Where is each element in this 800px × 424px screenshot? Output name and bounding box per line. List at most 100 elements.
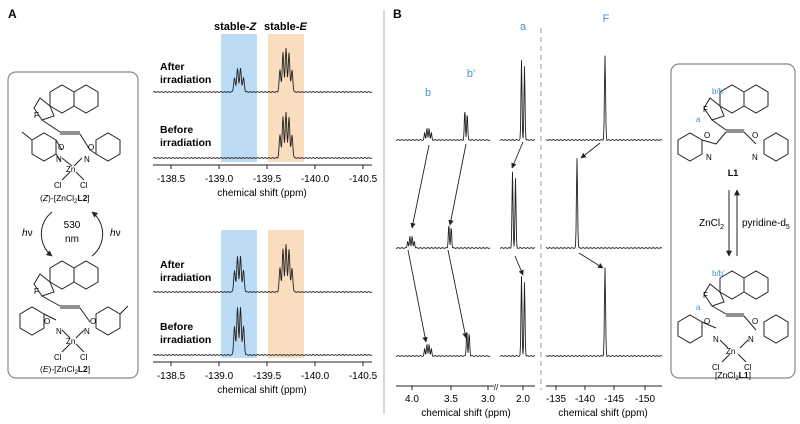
zn-atom-o-right: O — [752, 317, 758, 326]
spectrum-b-right-row-2 — [545, 267, 663, 357]
b-axis-label-left: chemical shift (ppm) — [421, 408, 510, 419]
l1-atom-n-left: N — [706, 153, 712, 162]
b-tick-left-0: 4.0 — [405, 394, 419, 405]
label-after-bottom-1: After — [160, 259, 185, 271]
atom-n-bottom-left: N — [56, 327, 62, 336]
atom-cl-bottom-right: Cl — [80, 353, 88, 362]
b-tick-left-3: 2.0 — [516, 394, 530, 405]
band-stable-e-top — [268, 34, 304, 162]
zncl2-l1-caption: [ZnCl2L1] — [715, 370, 751, 382]
l1-atom-o-left: O — [704, 131, 710, 140]
band-label-stable-e: stable-E — [264, 21, 307, 33]
equilibrium-arrows — [726, 189, 740, 257]
atom-o-bottom-right: O — [90, 317, 96, 326]
zn-atom-f: F — [703, 291, 708, 300]
panel-a-bottom-axis — [153, 361, 372, 366]
a-top-tick-0: -138.5 — [157, 174, 186, 185]
panel-a-label: A — [8, 7, 17, 21]
band-stable-z-bottom — [221, 230, 257, 358]
b-tick-left-1: 3.5 — [444, 394, 458, 405]
a-bottom-tick-4: -140.5 — [349, 371, 378, 382]
spectrum-a-after-bottom — [152, 244, 373, 293]
label-before-top-2: irradiation — [160, 137, 211, 149]
z-complex-structure — [21, 84, 121, 181]
zn-atom-n-left: N — [713, 335, 719, 344]
label-after-top-1: After — [160, 61, 185, 73]
atom-o-top-left: O — [58, 143, 64, 152]
band-label-stable-z: stable-Z — [214, 21, 257, 33]
a-top-tick-1: -139.0 — [205, 174, 234, 185]
zn-label-a: a — [696, 303, 701, 312]
peak-label-bprime: b′ — [467, 68, 475, 80]
wavelength-value: 530 — [64, 220, 81, 231]
a-bottom-tick-0: -138.5 — [157, 371, 186, 382]
panel-a-spectra — [152, 48, 373, 356]
label-before-bottom-2: irradiation — [160, 334, 211, 346]
panel-b-label: B — [393, 7, 402, 21]
label-before-bottom-1: Before — [160, 321, 193, 333]
l1-caption: L1 — [728, 168, 739, 178]
l1-label-a: a — [696, 115, 701, 124]
panel-b-axis — [396, 385, 662, 390]
atom-cl-bottom-left: Cl — [54, 353, 62, 362]
atom-f-bottom: F — [34, 287, 39, 296]
z-complex-caption: (Z)-[ZnCl2L2] — [40, 193, 90, 205]
spectrum-b-left-row-2 — [395, 332, 491, 357]
spectrum-b-left-row-1 — [395, 225, 491, 249]
label-after-bottom-2: irradiation — [160, 272, 211, 284]
a-bottom-axis-label: chemical shift (ppm) — [217, 385, 306, 396]
photoswitch-arrows — [40, 211, 104, 257]
spectrum-b-right-row-0 — [545, 55, 663, 141]
spectrum-a-before-top — [152, 112, 373, 159]
peak-label-a: a — [520, 21, 527, 33]
atom-n-top-left: N — [56, 155, 62, 164]
l1-atom-f: F — [703, 105, 708, 114]
l1-atom-n-right: N — [752, 153, 758, 162]
panel-b-spectra — [395, 55, 663, 357]
zncl2-l1-structure — [677, 270, 789, 363]
peak-label-f: F — [603, 13, 610, 25]
atom-o-top-right: O — [88, 143, 94, 152]
reagent-zncl2: ZnCl2 — [699, 218, 724, 231]
atom-cl-top-right: Cl — [80, 181, 88, 190]
wavelength-unit: nm — [65, 234, 79, 245]
a-top-tick-3: -140.0 — [301, 174, 330, 185]
a-bottom-tick-3: -140.0 — [301, 371, 330, 382]
hv-right: hν — [110, 228, 121, 239]
e-complex-structure — [19, 260, 129, 353]
spectrum-a-after-top — [152, 48, 373, 93]
axis-break-mark: // — [494, 383, 499, 392]
band-stable-z-top — [221, 34, 257, 162]
spectrum-b-left-row-0 — [395, 111, 491, 141]
zn-atom-zn: Zn — [726, 347, 735, 356]
hv-left: hν — [22, 228, 33, 239]
b-tick-right-0: -135 — [546, 394, 566, 405]
atom-zn-bottom: Zn — [66, 337, 75, 346]
zn-atom-cl-left: Cl — [712, 363, 720, 372]
atom-n-top-right: N — [84, 155, 90, 164]
peak-shift-arrows — [407, 141, 604, 343]
b-tick-right-2: -145 — [604, 394, 624, 405]
a-bottom-tick-1: -139.0 — [205, 371, 234, 382]
atom-cl-top-left: Cl — [54, 181, 62, 190]
atom-f-top: F — [34, 111, 39, 120]
label-after-top-2: irradiation — [160, 74, 211, 86]
b-axis-label-right: chemical shift (ppm) — [558, 408, 647, 419]
a-top-tick-2: -139.5 — [253, 174, 282, 185]
panel-a-scheme-box — [7, 71, 139, 379]
spectrum-a-before-bottom — [152, 307, 373, 356]
b-tick-right-3: -150 — [635, 394, 655, 405]
atom-o-bottom-left: O — [44, 317, 50, 326]
peak-label-b: b — [425, 87, 431, 99]
l1-label-bb: b/b′ — [712, 87, 725, 96]
l1-structure — [677, 84, 789, 162]
label-before-top-1: Before — [160, 124, 193, 136]
spectrum-b-mid-row-0 — [499, 60, 536, 141]
zn-atom-o-left: O — [704, 317, 710, 326]
atom-zn-top: Zn — [66, 165, 75, 174]
panel-b-scheme-box — [670, 63, 796, 379]
a-bottom-tick-2: -139.5 — [253, 371, 282, 382]
reagent-pyridine: pyridine-d5 — [742, 218, 790, 231]
spectrum-b-right-row-1 — [545, 158, 663, 249]
b-tick-right-1: -140 — [575, 394, 595, 405]
